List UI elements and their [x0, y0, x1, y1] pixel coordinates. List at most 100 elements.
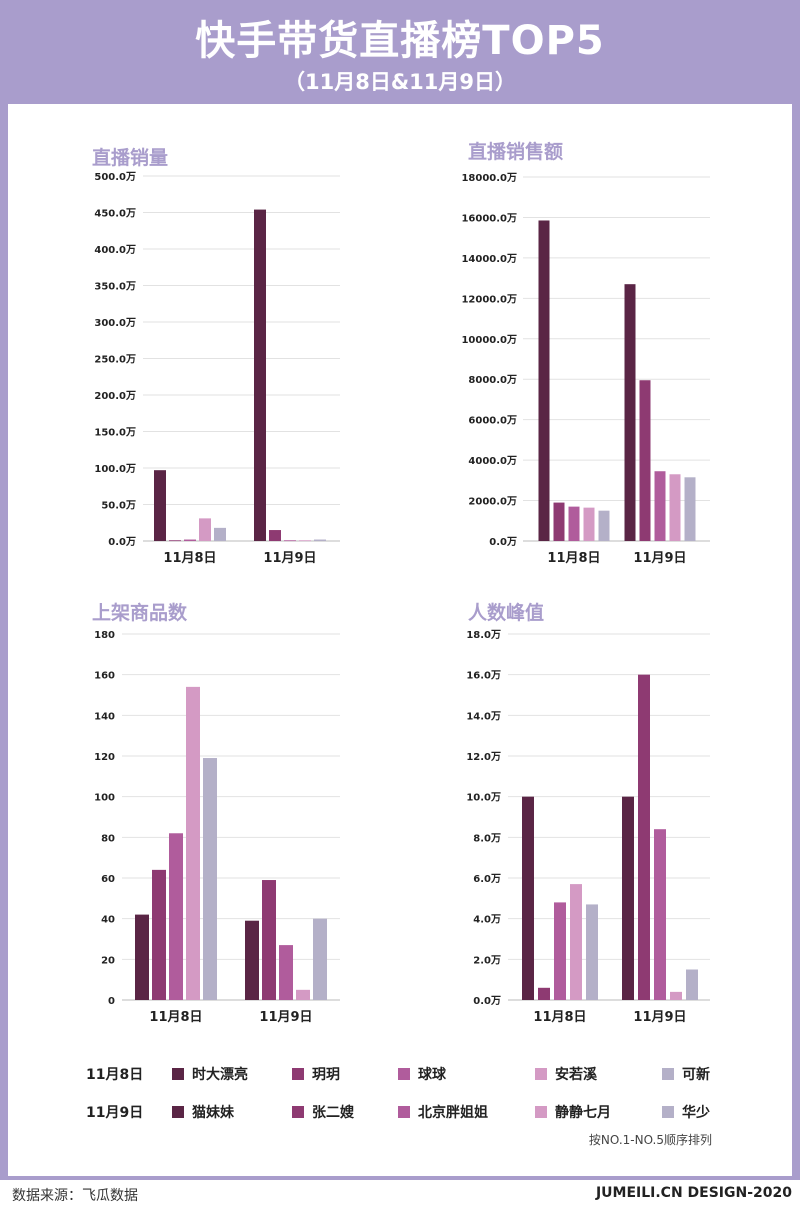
design-credit: JUMEILI.CN DESIGN-2020 — [595, 1185, 792, 1201]
legend-item: 玥玥 — [292, 1064, 340, 1084]
y-tick-label: 300.0万 — [94, 317, 136, 329]
legend-label: 静静七月 — [555, 1105, 611, 1121]
bar — [245, 920, 259, 1000]
legend-swatch — [172, 1106, 184, 1118]
y-tick-label: 8.0万 — [473, 832, 501, 844]
y-tick-label: 200.0万 — [94, 390, 136, 402]
y-tick-label: 0.0万 — [473, 995, 501, 1007]
bar — [624, 284, 636, 541]
legend-item: 安若溪 — [535, 1064, 597, 1084]
legend-swatch — [398, 1106, 410, 1118]
bar — [284, 540, 296, 542]
y-tick-label: 4000.0万 — [468, 455, 517, 467]
y-tick-label: 100 — [94, 793, 115, 804]
legend-label: 安若溪 — [555, 1067, 597, 1083]
bar — [279, 945, 293, 1000]
y-tick-label: 60 — [101, 874, 115, 885]
y-tick-label: 80 — [101, 833, 115, 844]
y-tick-label: 500.0万 — [94, 171, 136, 183]
y-tick-label: 140 — [94, 711, 115, 722]
bar — [684, 477, 696, 541]
bar — [262, 880, 276, 1000]
bar — [669, 474, 681, 541]
chart-title-sales-volume: 直播销量 — [92, 147, 169, 169]
y-tick-label: 350.0万 — [94, 281, 136, 293]
y-tick-label: 16.0万 — [466, 670, 501, 682]
bar — [184, 539, 196, 541]
bar — [186, 686, 200, 1000]
x-tick-label: 11月9日 — [263, 551, 316, 566]
y-tick-label: 8000.0万 — [468, 374, 517, 386]
bar — [670, 991, 682, 1000]
legend-item: 球球 — [398, 1064, 446, 1084]
legend-swatch — [172, 1068, 184, 1080]
legend-swatch — [662, 1068, 674, 1080]
legend-label: 张二嫂 — [312, 1105, 354, 1121]
chart-title-peak-viewers: 人数峰值 — [468, 602, 545, 624]
y-tick-label: 120 — [94, 752, 115, 763]
legend-item: 可新 — [662, 1064, 710, 1084]
bar — [152, 869, 166, 1000]
y-tick-label: 4.0万 — [473, 914, 501, 926]
legend-item: 静静七月 — [535, 1102, 611, 1122]
legend-label: 球球 — [418, 1067, 446, 1083]
bar — [154, 470, 166, 541]
y-tick-label: 12.0万 — [466, 751, 501, 763]
bar — [313, 918, 327, 1000]
legend-label: 玥玥 — [312, 1067, 340, 1083]
page-subtitle: （11月8日&11月9日） — [284, 70, 516, 94]
x-tick-label: 11月8日 — [149, 1010, 202, 1025]
y-tick-label: 450.0万 — [94, 208, 136, 220]
y-tick-label: 100.0万 — [94, 463, 136, 475]
bar — [586, 904, 598, 1000]
bar — [583, 507, 595, 541]
bar — [199, 518, 211, 541]
y-tick-label: 12000.0万 — [461, 293, 517, 305]
x-tick-label: 11月8日 — [547, 551, 600, 566]
bar — [538, 220, 550, 541]
legend-item: 华少 — [662, 1102, 710, 1122]
bar — [538, 987, 550, 1000]
legend-item: 张二嫂 — [292, 1102, 354, 1122]
data-source: 数据来源：飞瓜数据 — [12, 1188, 138, 1204]
y-tick-label: 160 — [94, 671, 115, 682]
x-tick-label: 11月8日 — [533, 1010, 586, 1025]
x-tick-label: 11月9日 — [259, 1010, 312, 1025]
y-tick-label: 6000.0万 — [468, 415, 517, 427]
y-tick-label: 250.0万 — [94, 354, 136, 366]
legend-swatch — [535, 1068, 547, 1080]
y-tick-label: 10000.0万 — [461, 334, 517, 346]
bar — [296, 989, 310, 1000]
legend-item: 时大漂亮 — [172, 1064, 248, 1084]
bar — [568, 506, 580, 541]
y-tick-label: 40 — [101, 915, 115, 926]
bar — [522, 796, 534, 1000]
legend-item: 猫妹妹 — [172, 1102, 234, 1122]
y-tick-label: 0 — [108, 996, 115, 1007]
page-title: 快手带货直播榜TOP5 — [195, 18, 605, 64]
legend-note: 按NO.1-NO.5顺序排列 — [588, 1133, 712, 1147]
y-tick-label: 18.0万 — [466, 629, 501, 641]
bar — [314, 539, 326, 541]
legend-date-1: 11月8日 — [86, 1067, 144, 1083]
y-tick-label: 400.0万 — [94, 244, 136, 256]
y-tick-label: 6.0万 — [473, 873, 501, 885]
y-tick-label: 10.0万 — [466, 792, 501, 804]
y-tick-label: 20 — [101, 955, 115, 966]
legend-swatch — [662, 1106, 674, 1118]
bar — [203, 758, 217, 1000]
bar — [654, 471, 666, 541]
bar — [169, 833, 183, 1000]
legend-label: 时大漂亮 — [192, 1067, 248, 1083]
x-tick-label: 11月9日 — [633, 1010, 686, 1025]
x-tick-label: 11月8日 — [163, 551, 216, 566]
y-tick-label: 16000.0万 — [461, 212, 517, 224]
bar — [570, 884, 582, 1000]
legend-label: 华少 — [682, 1105, 710, 1121]
legend-label: 北京胖姐姐 — [418, 1105, 488, 1121]
bar — [686, 969, 698, 1000]
bar — [654, 829, 666, 1000]
bar — [554, 902, 566, 1000]
legend-swatch — [398, 1068, 410, 1080]
